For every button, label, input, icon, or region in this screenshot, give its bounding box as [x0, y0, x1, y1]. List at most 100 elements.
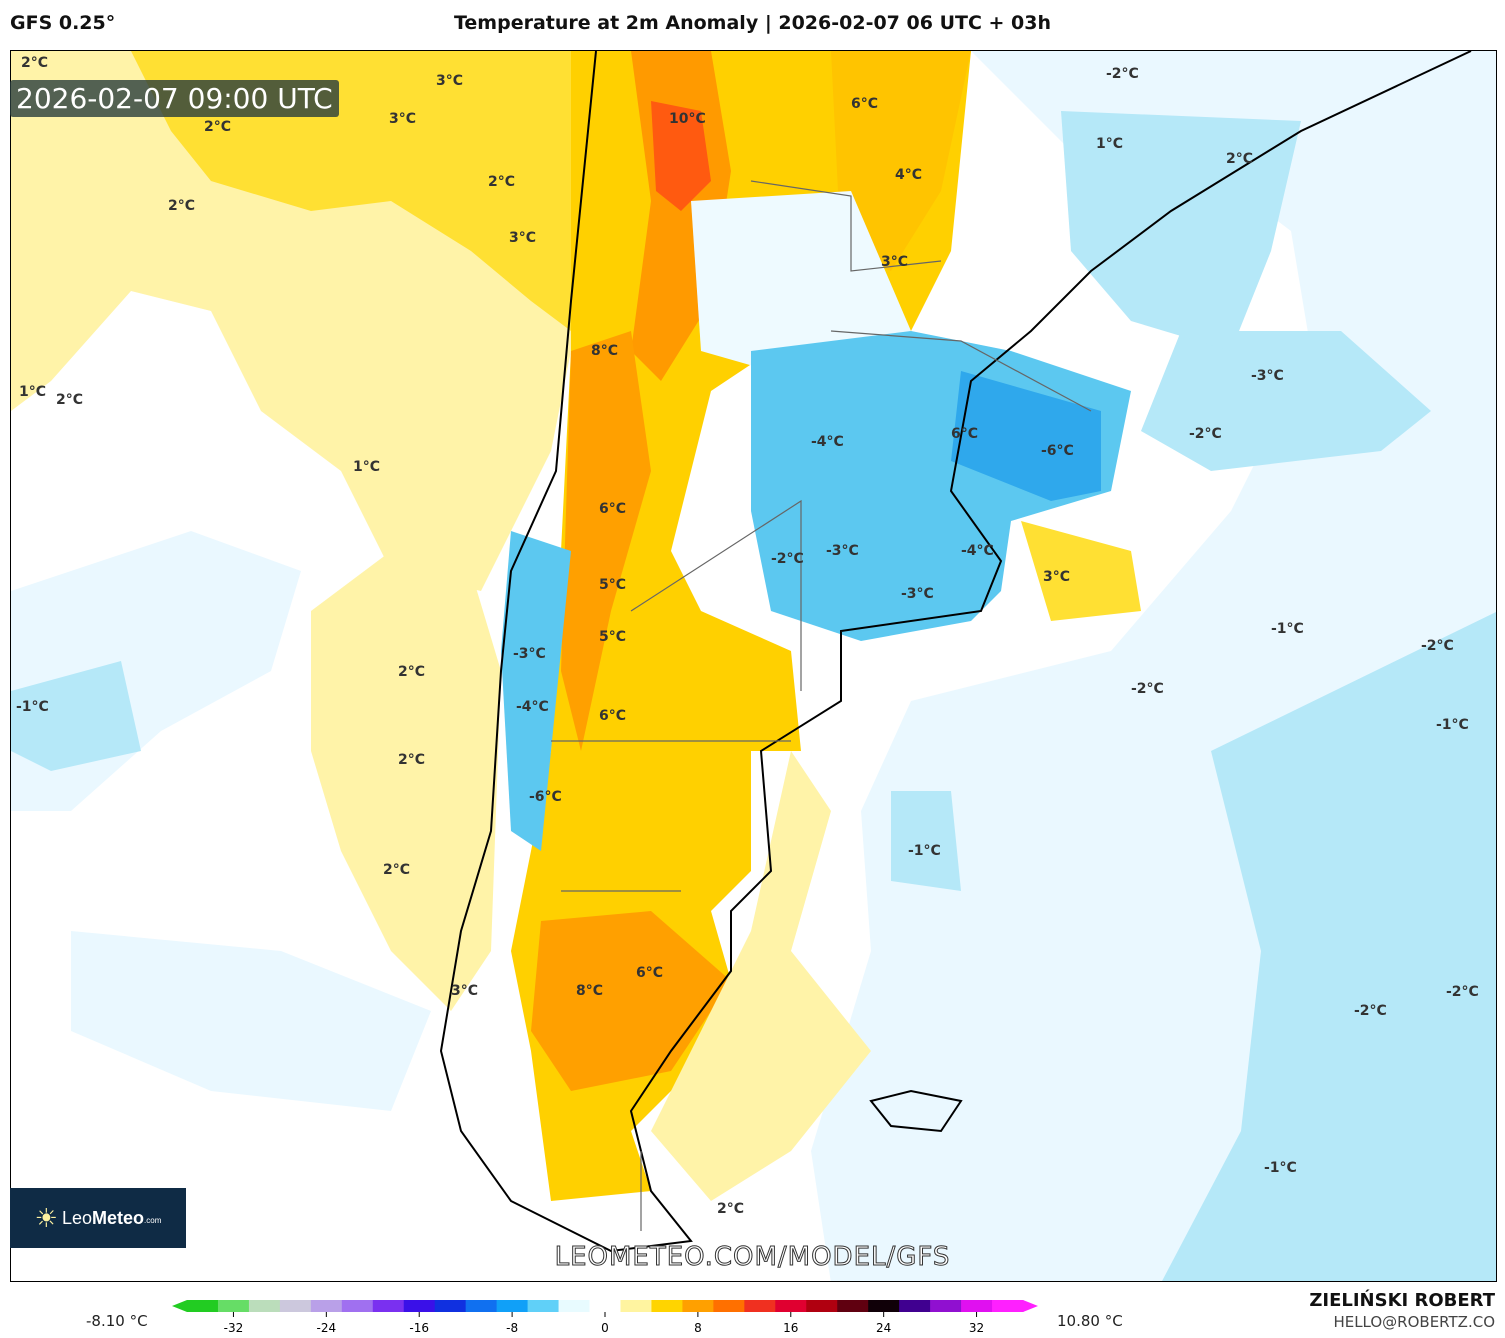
colorbar-swatch [248, 1300, 281, 1312]
contour-label: 2°C [168, 198, 196, 214]
contour-label: -2°C [1106, 66, 1139, 82]
warm-region-atlantic [1021, 521, 1141, 621]
logo-text-suffix: .com [144, 1215, 162, 1225]
contour-label: -3°C [901, 586, 934, 602]
colorbar-swatch [930, 1300, 962, 1312]
contour-label: -2°C [1421, 638, 1454, 654]
colorbar-swatch [620, 1300, 652, 1312]
colorbar-swatch [279, 1300, 312, 1312]
contour-label: -2°C [1354, 1003, 1387, 1019]
colorbar-swatch [558, 1300, 591, 1312]
colorbar-tick-label: 24 [876, 1321, 891, 1335]
contour-label: 5°C [599, 629, 627, 645]
colorbar-min-label: -8.10 °C [86, 1312, 148, 1330]
contour-label: 2°C [204, 119, 232, 135]
cool-region-east4 [891, 791, 961, 891]
contour-label: 3°C [1043, 569, 1071, 585]
contour-label: 5°C [599, 577, 627, 593]
contour-label: 3°C [389, 111, 417, 127]
colorbar-swatch [217, 1300, 250, 1312]
colorbar-tick-label: -24 [317, 1321, 337, 1335]
mild-region-center [691, 191, 911, 371]
coastline [439, 51, 1472, 1253]
colorbar-tick-label: -8 [506, 1321, 518, 1335]
contour-label: -2°C [771, 551, 804, 567]
contour-label: 10°C [669, 111, 706, 127]
colorbar-tick-label: 0 [601, 1321, 609, 1335]
contour-label: 3°C [436, 73, 464, 89]
contour-label: 8°C [591, 343, 619, 359]
valid-time-badge: 2026-02-07 09:00 UTC [10, 80, 339, 117]
contour-label: -4°C [961, 543, 994, 559]
author-email: HELLO@ROBERTZ.CO [1333, 1313, 1495, 1331]
contour-label: -1°C [16, 699, 49, 715]
colorbar-swatch [961, 1300, 993, 1312]
leometeo-logo[interactable]: ☀ Leo Meteo .com [10, 1188, 186, 1248]
colorbar-tick-label: 8 [694, 1321, 702, 1335]
colorbar-min-arrow [172, 1300, 187, 1312]
colorbar-max-label: 10.80 °C [1057, 1312, 1123, 1330]
colorbar-swatch [806, 1300, 838, 1312]
contour-label: -4°C [516, 699, 549, 715]
watermark: LEOMETEO.COM/MODEL/GFS [554, 1242, 951, 1273]
contour-label: -1°C [908, 843, 941, 859]
hot-core-south [531, 911, 731, 1091]
contour-label: 3°C [451, 983, 479, 999]
contour-label: 2°C [717, 1201, 745, 1217]
sun-icon: ☀ [34, 1202, 58, 1233]
colorbar-tick-label: -16 [409, 1321, 429, 1335]
colorbar-swatch [775, 1300, 807, 1312]
warm-region-north-ocean [131, 51, 571, 331]
contour-label: -4°C [811, 434, 844, 450]
colorbar-tick-label: 32 [969, 1321, 984, 1335]
contour-label: -1°C [1436, 717, 1469, 733]
colorbar-swatch [341, 1300, 374, 1312]
mild-region-south [651, 751, 871, 1201]
cool-region-east2 [1162, 611, 1496, 1281]
contour-label: 6°C [851, 96, 879, 112]
contour-label: -2°C [1131, 681, 1164, 697]
contour-label: 2°C [21, 55, 49, 71]
contour-label: 6°C [636, 965, 664, 981]
contour-label: 2°C [383, 862, 411, 878]
contour-label: 2°C [398, 752, 426, 768]
contour-label: 2°C [398, 664, 426, 680]
colorbar: -32 -24 -16 -8 0 8 16 24 32 [172, 1300, 1038, 1335]
colorbar-swatch [744, 1300, 776, 1312]
colorbar-tick-label: 16 [783, 1321, 798, 1335]
colorbar-swatch [899, 1300, 931, 1312]
colorbar-swatch [589, 1300, 621, 1312]
contour-label: 1°C [353, 459, 381, 475]
hot-core-central [561, 331, 651, 751]
warm-region-west-ocean [311, 551, 501, 1011]
contour-label: 2°C [488, 174, 516, 190]
cool-region-southwest [71, 931, 431, 1111]
logo-text-light: Leo [61, 1207, 92, 1228]
colorbar-swatch [372, 1300, 405, 1312]
colorbar-tick-label: -32 [224, 1321, 244, 1335]
chart-title: Temperature at 2m Anomaly | 2026-02-07 0… [453, 12, 1052, 34]
contour-label: -1°C [1264, 1160, 1297, 1176]
contour-label: 8°C [576, 983, 604, 999]
cold-region-uruguay [951, 371, 1101, 501]
colorbar-swatch [837, 1300, 869, 1312]
falkland-islands [869, 1089, 963, 1133]
colorbar-swatch [527, 1300, 560, 1312]
logo-text-bold: Meteo [92, 1207, 145, 1228]
cool-region-brazil [1061, 111, 1301, 351]
borders [551, 180, 1092, 1231]
contour-label: 3°C [881, 254, 909, 270]
colorbar-swatch [682, 1300, 714, 1312]
contour-label: 4°C [895, 167, 923, 183]
contour-label: -2°C [1446, 984, 1479, 1000]
colorbar-swatch [187, 1300, 219, 1312]
warm-region-brazil [831, 51, 971, 271]
map-area: 2°C 3°C 3°C 2°C 2°C 2°C 3°C 1°C 2°C 1°C 10°C 6°C 4°C… [10, 50, 1497, 1282]
colorbar-swatch [403, 1300, 436, 1312]
colorbar-swatch [713, 1300, 745, 1312]
contour-label: 6°C [599, 708, 627, 724]
contour-label: 6°C [599, 501, 627, 517]
anomaly-field [11, 51, 1496, 1281]
cold-region-patagonia-west [501, 531, 571, 851]
contour-label: 2°C [56, 392, 84, 408]
